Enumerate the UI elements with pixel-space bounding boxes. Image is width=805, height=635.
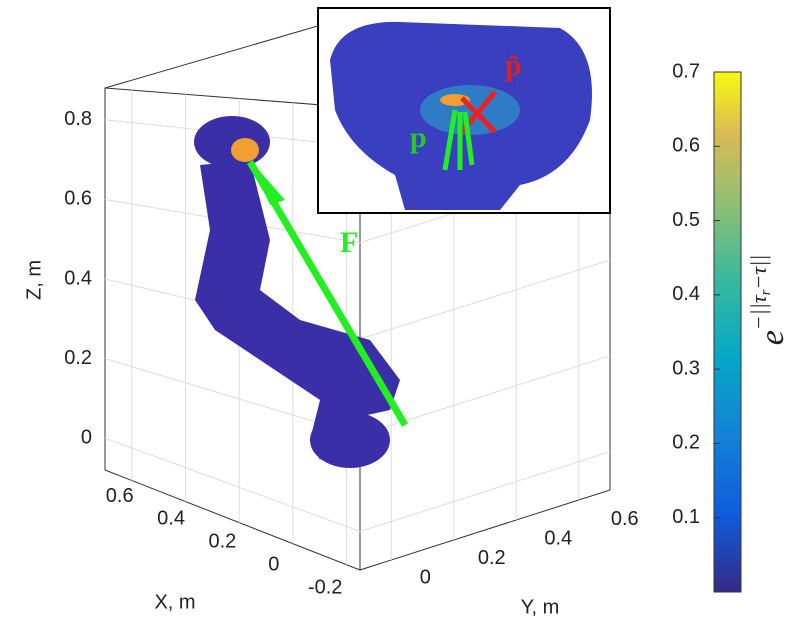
inset-patch [420,85,520,135]
colorbar-tick-label: 0.1 [672,506,700,528]
grid-line [104,437,361,532]
y-tick-label: 0 [420,567,431,589]
annotation: p̂ [505,49,522,82]
colorbar-label-base: e [754,330,791,345]
colorbar-label: e−||τr−τ|| [746,255,791,346]
grid-line [359,259,611,340]
robot [194,116,400,468]
inset-patch [440,94,470,106]
y-tick-label: 0.4 [544,528,572,550]
z-tick-label: 0.6 [64,188,92,210]
colorbar-tick-label: 0.5 [672,209,700,231]
x-tick-label: 0.4 [157,508,185,530]
z-tick-label: 0.2 [64,347,92,369]
annotation: p [410,121,427,154]
force-arrow [246,160,409,427]
annotation: F [340,226,358,259]
x-axis-label: X, m [154,591,195,613]
contact-patch [231,138,259,162]
grid-line [359,355,611,436]
colorbar-label-exponent: −τ|| [746,255,771,290]
colorbar-label-subscript: r [758,289,774,295]
colorbar-tick-label: 0.7 [672,60,700,82]
robot-link [194,116,270,168]
y-axis-label: Y, m [521,596,560,618]
z-axis-label: Z, m [23,260,45,300]
y-tick-label: 0.6 [611,508,639,530]
colorbar [713,71,742,593]
x-tick-label: -0.2 [308,577,342,599]
robot-body [195,160,400,460]
colorbar-tick-label: 0.3 [672,357,700,379]
arrow-head [250,160,285,205]
grid-line [359,451,611,532]
z-tick-label: 0.4 [64,267,92,289]
y-tick-label: 0.2 [478,547,506,569]
x-tick-label: 0 [268,554,279,576]
z-tick-label: 0.8 [64,108,92,130]
inset: p p̂ [317,7,611,214]
x-tick-label: 0.2 [209,531,237,553]
colorbar-tick-label: 0.4 [672,283,700,305]
z-tick-label: 0 [81,426,92,448]
colorbar-label-exponent: −||τ [746,294,771,330]
colorbar-tick-label: 0.2 [672,432,700,454]
robot-link [310,412,390,468]
inset-force [442,109,475,171]
colorbar-tick-label: 0.6 [672,135,700,157]
x-tick-label: 0.6 [106,485,134,507]
